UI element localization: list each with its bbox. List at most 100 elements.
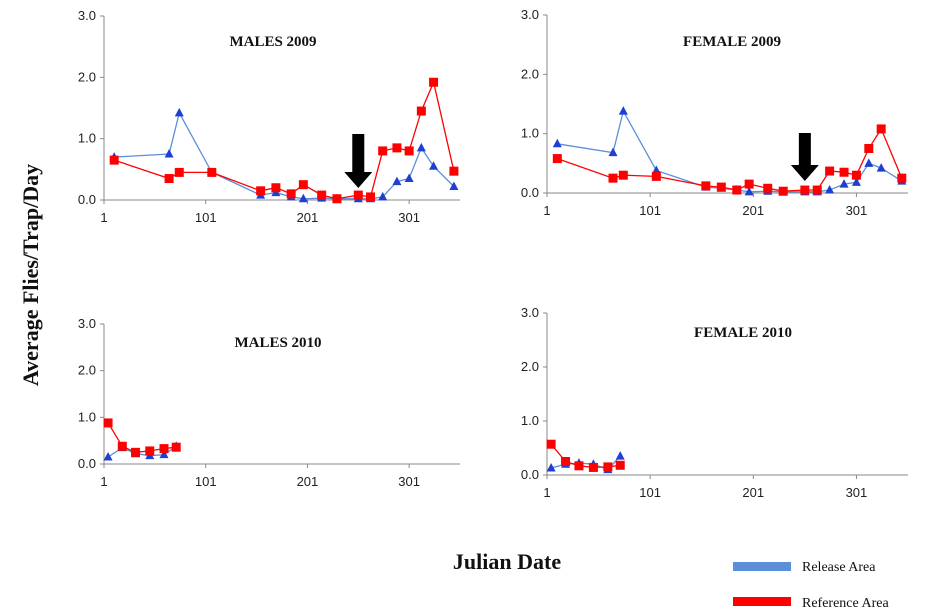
x-tick-label: 201 <box>742 203 764 218</box>
y-tick-label: 2.0 <box>521 359 539 374</box>
data-point-square <box>378 146 388 156</box>
chart-title: MALES 2009 <box>229 34 316 50</box>
data-point-triangle <box>416 142 426 152</box>
data-point-triangle <box>876 163 886 172</box>
legend-label-reference: Reference Area <box>802 596 889 611</box>
x-tick-label: 201 <box>297 210 319 225</box>
data-point-square <box>256 186 266 196</box>
x-tick-label: 101 <box>195 474 217 489</box>
chart-panel: 0.0 1.0 2.0 3.0 1 101 201 301 MALES 2009 <box>78 8 460 225</box>
data-point-triangle <box>615 451 625 460</box>
data-point-square <box>317 190 327 200</box>
legend: Release Area Reference Area <box>733 560 889 611</box>
data-point-square <box>109 155 119 165</box>
data-point-square <box>716 182 726 192</box>
data-point-triangle <box>744 186 754 196</box>
y-tick-label: 3.0 <box>78 8 96 23</box>
y-axis-label: Average Flies/Trap/Day <box>18 164 43 386</box>
x-tick-label: 1 <box>543 203 550 218</box>
x-tick-label: 101 <box>639 203 661 218</box>
data-point-square <box>744 179 754 189</box>
data-point-triangle <box>378 191 388 201</box>
data-point-square <box>839 167 849 177</box>
x-tick-label: 101 <box>639 485 661 500</box>
chart-title: FEMALE 2010 <box>694 325 792 341</box>
data-point-square <box>286 189 296 199</box>
y-tick-label: 0.0 <box>521 185 539 200</box>
chart-panels: 0.0 1.0 2.0 3.0 1 101 201 301 MALES 2009 0.0 1.0 2.… <box>78 7 908 500</box>
data-point-square <box>392 143 402 153</box>
data-point-triangle <box>164 149 174 158</box>
data-point-square <box>864 144 874 153</box>
y-tick-label: 0.0 <box>78 456 96 471</box>
data-point-triangle <box>392 176 402 186</box>
x-tick-label: 301 <box>398 210 420 225</box>
data-point-square <box>851 170 861 180</box>
y-tick-label: 1.0 <box>78 409 96 424</box>
data-point-triangle <box>552 138 562 148</box>
data-point-square <box>574 461 584 471</box>
data-point-triangle <box>864 158 874 167</box>
data-point-square <box>897 173 907 183</box>
annotation-arrow <box>344 134 373 188</box>
data-point-square <box>812 185 822 195</box>
data-point-triangle <box>449 181 459 191</box>
data-point-square <box>353 190 363 200</box>
data-point-triangle <box>429 161 439 170</box>
y-tick-label: 0.0 <box>78 192 96 207</box>
data-point-triangle <box>825 185 835 194</box>
data-point-square <box>603 462 613 472</box>
data-point-triangle <box>618 106 628 115</box>
data-point-triangle <box>174 107 184 117</box>
data-point-square <box>763 183 773 193</box>
data-point-square <box>651 171 661 181</box>
annotation-arrow <box>790 133 819 181</box>
data-point-triangle <box>404 173 414 183</box>
data-point-triangle <box>546 462 556 472</box>
y-tick-label: 2.0 <box>78 363 96 378</box>
x-tick-label: 301 <box>846 485 868 500</box>
chart-title: MALES 2010 <box>234 335 321 351</box>
data-point-square <box>876 124 886 134</box>
legend-label-release: Release Area <box>802 560 876 575</box>
chart-title: FEMALE 2009 <box>683 34 781 50</box>
data-point-square <box>429 77 439 87</box>
data-point-square <box>778 186 788 196</box>
y-tick-label: 0.0 <box>521 467 539 482</box>
x-tick-label: 1 <box>100 210 107 225</box>
data-point-square <box>546 439 556 449</box>
x-tick-label: 201 <box>742 485 764 500</box>
y-tick-label: 3.0 <box>521 305 539 320</box>
data-point-square <box>618 170 628 180</box>
data-point-square <box>171 442 181 452</box>
chart-panel: 0.0 1.0 2.0 3.0 1 101 201 301 MALES 2010 <box>78 316 460 489</box>
data-point-triangle <box>608 147 618 157</box>
data-point-square <box>404 146 414 156</box>
data-point-square <box>117 441 127 451</box>
chart-panel: 0.0 1.0 2.0 3.0 1 101 201 301 FEMALE 2010 <box>521 305 908 500</box>
series-line <box>114 111 455 200</box>
data-point-square <box>103 418 113 428</box>
series-line <box>113 80 455 200</box>
y-tick-label: 3.0 <box>78 316 96 331</box>
chart-panel: 0.0 1.0 2.0 3.0 1 101 201 301 FEMALE 2009 <box>521 7 908 218</box>
data-point-square <box>164 174 174 184</box>
data-point-triangle <box>103 452 113 461</box>
data-point-square <box>732 185 742 195</box>
data-point-square <box>552 154 562 164</box>
y-tick-label: 3.0 <box>521 7 539 22</box>
data-point-square <box>207 167 217 177</box>
data-point-triangle <box>159 449 169 459</box>
data-point-triangle <box>839 179 849 188</box>
y-tick-label: 1.0 <box>521 126 539 141</box>
data-point-square <box>701 181 711 191</box>
data-point-square <box>825 166 835 176</box>
x-tick-label: 1 <box>543 485 550 500</box>
x-tick-label: 301 <box>846 203 868 218</box>
data-point-square <box>131 447 141 457</box>
legend-swatch-release <box>733 562 791 571</box>
data-point-triangle <box>298 193 308 203</box>
data-point-square <box>159 444 169 454</box>
y-tick-label: 2.0 <box>521 66 539 81</box>
